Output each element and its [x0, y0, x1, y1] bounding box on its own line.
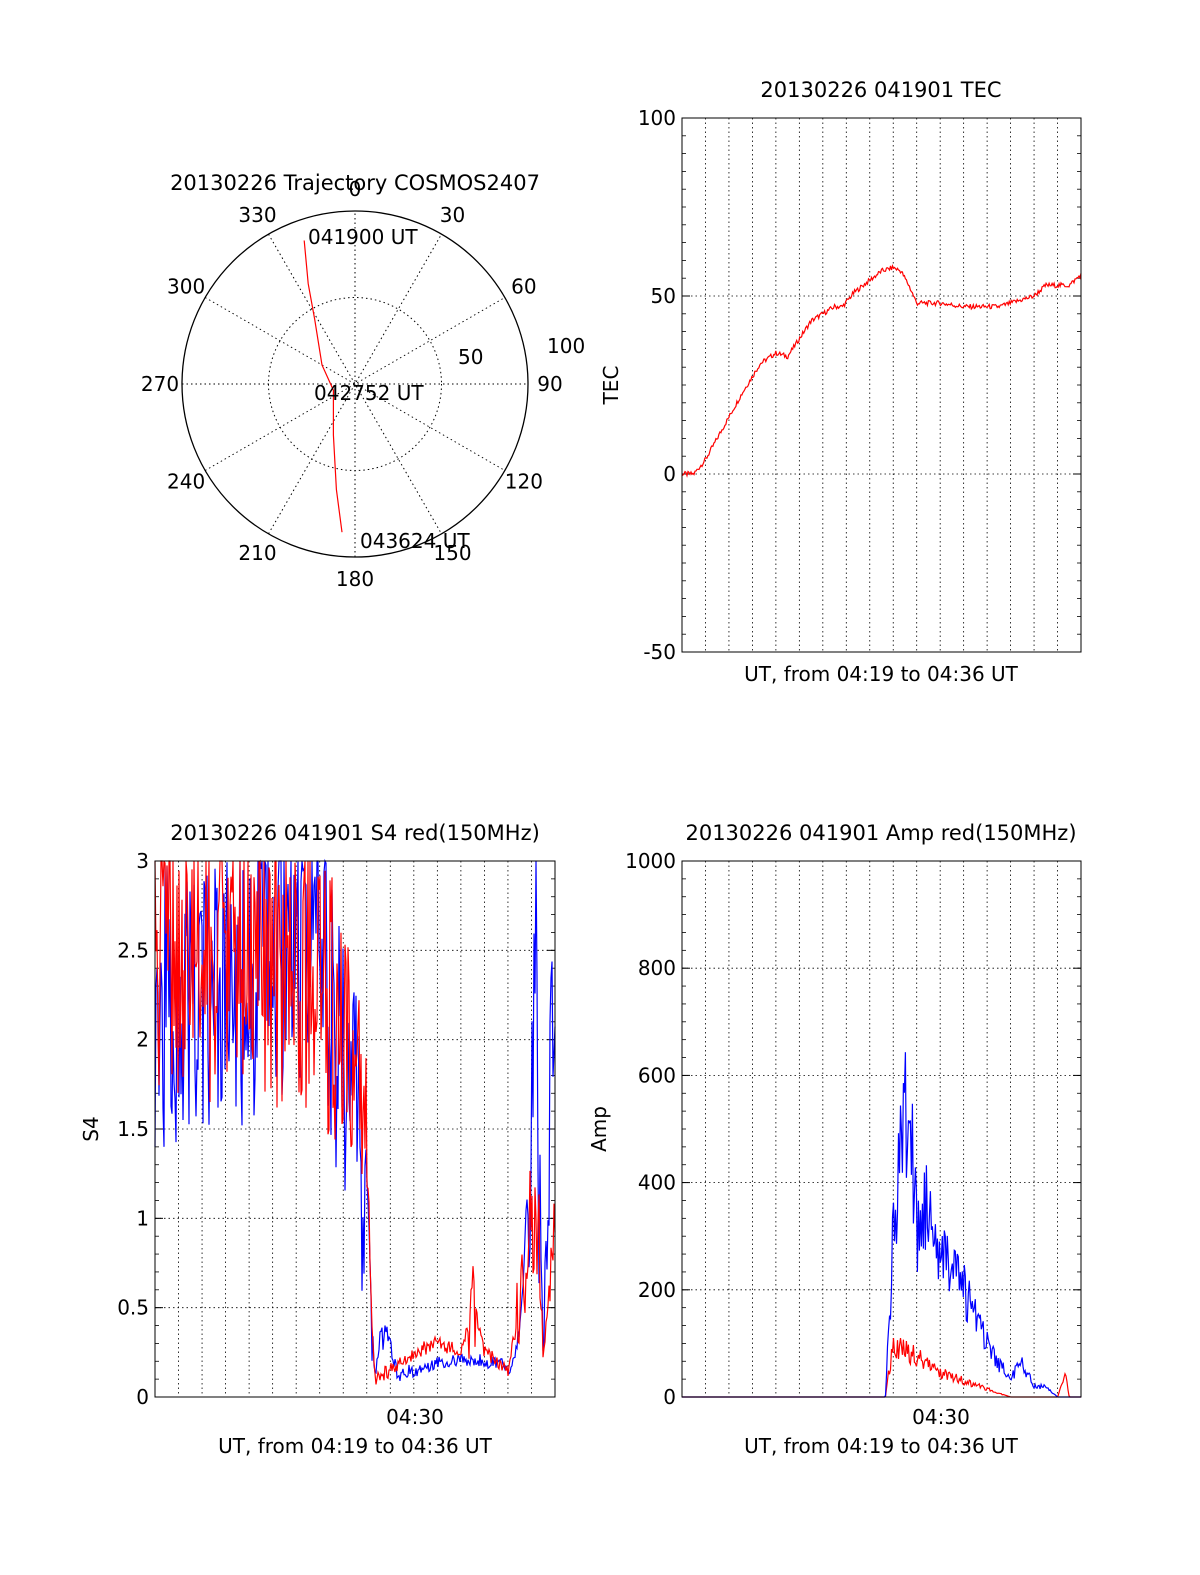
tec-series-line — [681, 263, 1082, 478]
tec-title: 20130226 041901 TEC — [760, 78, 1001, 102]
y-tick-label: 400 — [638, 1171, 676, 1195]
y-tick-label: 1.5 — [117, 1117, 149, 1141]
radial-tick-100: 100 — [547, 334, 585, 358]
radial-tick-50: 50 — [458, 345, 483, 369]
amp-xtick-0430: 04:30 — [912, 1405, 970, 1429]
tec-grid — [682, 118, 1081, 652]
polar-angle-label-180: 180 — [336, 567, 374, 591]
y-tick-label: 600 — [638, 1063, 676, 1087]
polar-angle-label-60: 60 — [511, 275, 536, 299]
trajectory-line — [303, 240, 343, 533]
y-tick-label: 1 — [136, 1206, 149, 1230]
s4-ylabel: S4 — [79, 1116, 103, 1141]
trajectory-end-label: 043624 UT — [360, 529, 470, 553]
s4-grid — [155, 861, 555, 1397]
amp-grid — [682, 861, 1081, 1397]
y-tick-label: 0 — [136, 1385, 149, 1409]
amp-panel: 20130226 041901 Amp red(150MHz) 1000 800 6… — [587, 821, 1082, 1458]
s4-blue-series-line — [154, 858, 556, 1382]
polar-angle-label-90: 90 — [537, 372, 562, 396]
s4-xtick-0430: 04:30 — [386, 1405, 444, 1429]
y-tick-label: 100 — [638, 106, 676, 130]
polar-angle-label-240: 240 — [167, 470, 205, 494]
tec-plot-frame — [681, 117, 1082, 653]
polar-spoke-120 — [204, 297, 506, 471]
tec-xlabel: UT, from 04:19 to 04:36 UT — [744, 662, 1019, 686]
polar-angle-label-120: 120 — [505, 470, 543, 494]
trajectory-mid-label: 042752 UT — [314, 381, 424, 405]
polar-angle-label-150: 150 — [433, 541, 471, 565]
trajectory-start-label: 041900 UT — [308, 225, 418, 249]
y-tick-label: -50 — [643, 640, 676, 664]
tec-ylabel: TEC — [599, 366, 623, 406]
tec-y-ticks: 100 50 0 -50 — [638, 106, 1081, 664]
polar-angle-labels: 0 30 60 90 120 150 180 210 240 270 300 330 — [141, 177, 563, 591]
polar-spoke-60 — [204, 297, 506, 471]
amp-red-series-line — [682, 1337, 1081, 1398]
polar-angle-label-210: 210 — [238, 541, 276, 565]
s4-panel: 20130226 041901 S4 red(150MHz) 3 2.5 2 1.5 1… — [79, 821, 556, 1458]
s4-title: 20130226 041901 S4 red(150MHz) — [170, 821, 540, 845]
y-tick-label: 1000 — [625, 849, 676, 873]
y-tick-label: 200 — [638, 1278, 676, 1302]
polar-angle-label-0: 0 — [349, 177, 362, 201]
polar-spoke-30 — [268, 233, 442, 535]
s4-xlabel: UT, from 04:19 to 04:36 UT — [218, 1434, 493, 1458]
amp-xlabel: UT, from 04:19 to 04:36 UT — [744, 1434, 1019, 1458]
amp-title: 20130226 041901 Amp red(150MHz) — [685, 821, 1076, 845]
y-tick-label: 800 — [638, 956, 676, 980]
polar-angle-label-270: 270 — [141, 372, 179, 396]
amp-blue-series-line — [682, 1052, 1081, 1398]
tec-panel: 20130226 041901 TEC 100 50 0 -50 TEC UT, fr… — [599, 78, 1082, 686]
amp-y-ticks: 1000 800 600 400 200 0 — [625, 849, 1081, 1409]
polar-angle-label-330: 330 — [238, 203, 276, 227]
polar-angle-label-300: 300 — [167, 275, 205, 299]
y-tick-label: 3 — [136, 849, 149, 873]
y-tick-label: 2 — [136, 1028, 149, 1052]
amp-plot-frame — [681, 860, 1082, 1398]
y-tick-label: 50 — [651, 284, 676, 308]
y-tick-label: 0 — [663, 462, 676, 486]
polar-spoke-150 — [268, 233, 442, 535]
y-tick-label: 0.5 — [117, 1296, 149, 1320]
y-tick-label: 0 — [663, 1385, 676, 1409]
polar-grid — [181, 210, 529, 558]
polar-title: 20130226 Trajectory COSMOS2407 — [170, 171, 540, 195]
s4-plot-frame — [154, 860, 556, 1398]
polar-angle-label-30: 30 — [440, 203, 465, 227]
polar-panel: 20130226 Trajectory COSMOS2407 0 30 60 90 12… — [141, 171, 585, 591]
amp-ylabel: Amp — [587, 1106, 611, 1152]
y-tick-label: 2.5 — [117, 938, 149, 962]
